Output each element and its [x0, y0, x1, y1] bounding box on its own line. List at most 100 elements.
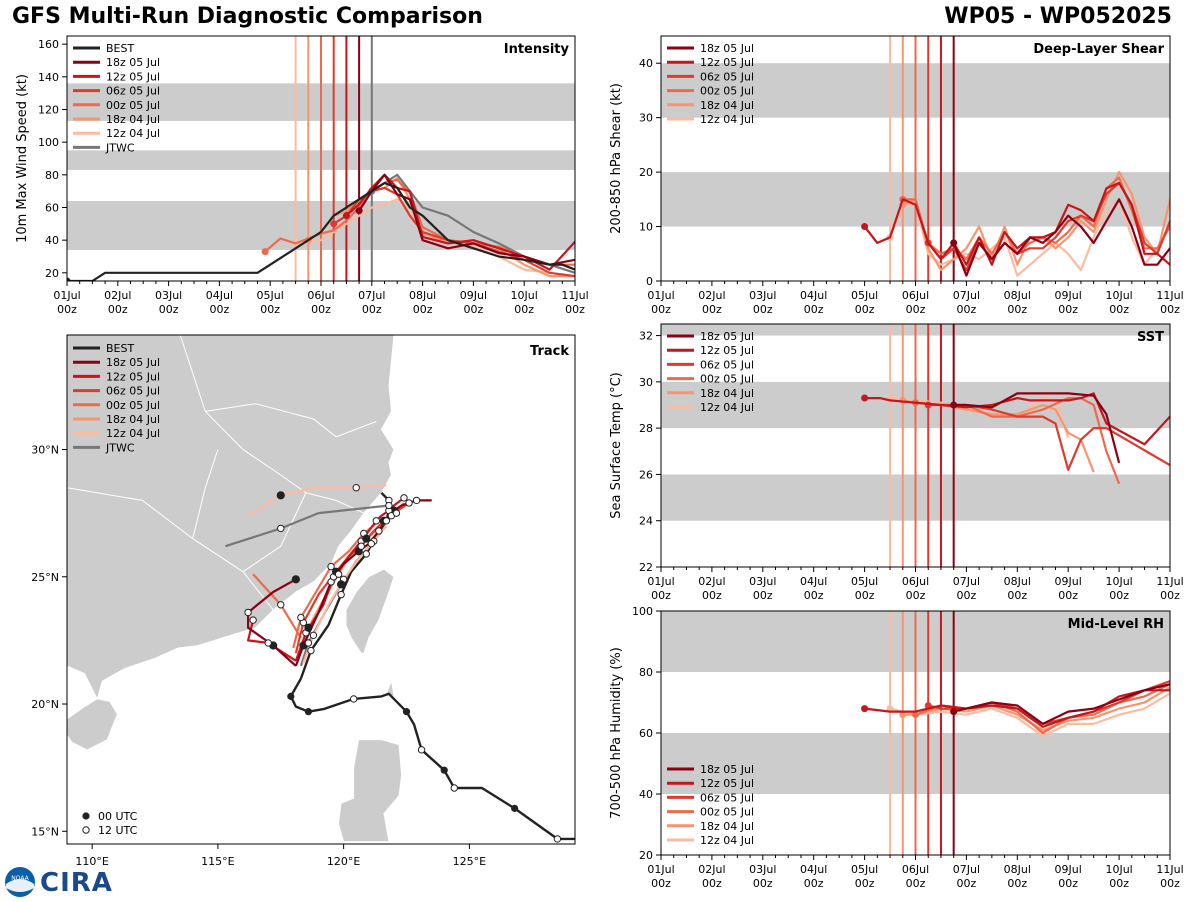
intensity-series-line	[67, 181, 575, 281]
rh-xtick-label: 03Jul	[749, 863, 776, 876]
track-marker-00utc	[337, 580, 346, 589]
track-marker-00utc	[440, 766, 448, 774]
marker-legend-label: 12 UTC	[98, 824, 138, 837]
track-marker-00utc	[291, 575, 300, 584]
shear-xtick-label: 00z	[1058, 303, 1078, 316]
rh-series-line	[953, 683, 1170, 726]
track-marker-12utc	[277, 601, 285, 609]
land-mass	[345, 568, 395, 654]
track-legend-label: 18z 05 Jul	[106, 356, 160, 369]
logos: NOAA CIRA	[4, 866, 112, 898]
intensity-legend-label: 12z 04 Jul	[106, 127, 160, 140]
shear-ylabel: 200-850 hPa Shear (kt)	[609, 83, 624, 234]
rh-ytick-label: 100	[632, 605, 653, 618]
sst-ytick-label: 22	[639, 561, 653, 574]
intensity-init-point	[330, 220, 338, 228]
shear-xtick-label: 00z	[804, 303, 824, 316]
land-mass	[67, 698, 118, 751]
rh-xtick-label: 08Jul	[1004, 863, 1031, 876]
intensity-xtick-label: 02Jul	[104, 289, 131, 302]
sst-xtick-label: 00z	[702, 589, 722, 602]
rh-xtick-label: 00z	[855, 877, 875, 890]
track-ytick-label: 25°N	[31, 571, 59, 584]
sst-xtick-label: 03Jul	[749, 575, 776, 588]
rh-series-line	[889, 692, 1170, 738]
sst-legend-label: 12z 05 Jul	[700, 344, 754, 357]
rh-xtick-label: 00z	[1058, 877, 1078, 890]
intensity-xtick-label: 00z	[108, 303, 128, 316]
intensity-ytick-label: 100	[38, 136, 59, 149]
sst-xtick-label: 00z	[1007, 589, 1027, 602]
sst-xtick-label: 00z	[906, 589, 926, 602]
sst-xtick-label: 00z	[957, 589, 977, 602]
sst-xtick-label: 04Jul	[800, 575, 827, 588]
shear-plot-area	[661, 36, 1170, 281]
shear-xtick-label: 00z	[1007, 303, 1027, 316]
intensity-legend-label: 00z 05 Jul	[106, 99, 160, 112]
intensity-ytick-label: 60	[45, 202, 59, 215]
shear-xtick-label: 00z	[1160, 303, 1180, 316]
track-marker-12utc	[375, 527, 383, 535]
rh-init-point	[912, 711, 919, 719]
shear-xtick-label: 09Jul	[1055, 289, 1082, 302]
intensity-ylabel: 10m Max Wind Speed (kt)	[15, 74, 30, 243]
track-marker-12utc	[405, 499, 413, 507]
sst-plot-area	[661, 324, 1170, 567]
shear-legend-label: 18z 04 Jul	[700, 99, 754, 112]
track-line	[289, 678, 575, 841]
shear-ytick-label: 40	[639, 57, 653, 70]
shear-ytick-label: 30	[639, 112, 653, 125]
shear-init-point	[950, 239, 958, 247]
shear-xtick-label: 10Jul	[1105, 289, 1132, 302]
track-marker-12utc	[412, 496, 421, 505]
shear-legend-label: 18z 05 Jul	[700, 42, 754, 55]
sst-xtick-label: 02Jul	[698, 575, 725, 588]
sst-series-line	[864, 392, 1170, 446]
sst-xtick-label: 08Jul	[1004, 575, 1031, 588]
track-legend-label: 12z 04 Jul	[106, 427, 160, 440]
track-marker-12utc	[352, 484, 360, 492]
track-marker-12utc	[357, 542, 365, 550]
shear-xtick-label: 04Jul	[800, 289, 827, 302]
track-marker-12utc	[382, 517, 391, 525]
shear-ytick-label: 0	[646, 275, 653, 288]
shear-init-point	[861, 223, 869, 231]
sst-legend-label: 18z 05 Jul	[700, 330, 754, 343]
intensity-xtick-label: 01Jul	[53, 289, 80, 302]
rh-xtick-label: 00z	[906, 877, 926, 890]
intensity-ytick-label: 80	[45, 169, 59, 182]
rh-xtick-label: 01Jul	[647, 863, 674, 876]
sst-legend-label: 06z 05 Jul	[700, 358, 754, 371]
shear-ytick-label: 20	[639, 166, 653, 179]
track-xtick-label: 115°E	[201, 855, 234, 868]
track-xtick-label: 120°E	[327, 855, 360, 868]
rh-series-line	[927, 679, 1170, 726]
sst-xtick-label: 07Jul	[953, 575, 980, 588]
shear-xtick-label: 00z	[702, 303, 722, 316]
sst-legend-label: 00z 05 Jul	[700, 373, 754, 386]
sst-ytick-label: 32	[639, 330, 653, 343]
marker-legend-filled	[82, 812, 90, 820]
shear-xtick-label: 00z	[855, 303, 875, 316]
intensity-legend-label: 12z 05 Jul	[106, 70, 160, 83]
rh-legend-label: 06z 05 Jul	[700, 791, 754, 804]
rh-xtick-label: 00z	[702, 877, 722, 890]
track-map-area	[67, 335, 575, 843]
intensity-series-line	[345, 173, 575, 271]
track-marker-12utc	[553, 835, 562, 843]
province-border	[242, 492, 307, 573]
intensity-init-point	[67, 277, 71, 281]
intensity-plot-area	[67, 36, 575, 281]
intensity-xtick-label: 00z	[464, 303, 484, 316]
intensity-ytick-label: 40	[45, 234, 59, 247]
sst-xtick-label: 09Jul	[1055, 575, 1082, 588]
track-marker-12utc	[337, 590, 345, 599]
track-marker-12utc	[362, 550, 370, 558]
intensity-xtick-label: 05Jul	[257, 289, 284, 302]
shear-xtick-label: 07Jul	[953, 289, 980, 302]
shear-xtick-label: 06Jul	[902, 289, 929, 302]
sst-title: SST	[1137, 330, 1164, 345]
sst-xtick-label: 00z	[1058, 589, 1078, 602]
rh-xtick-label: 06Jul	[902, 863, 929, 876]
sst-ytick-label: 26	[639, 468, 653, 481]
